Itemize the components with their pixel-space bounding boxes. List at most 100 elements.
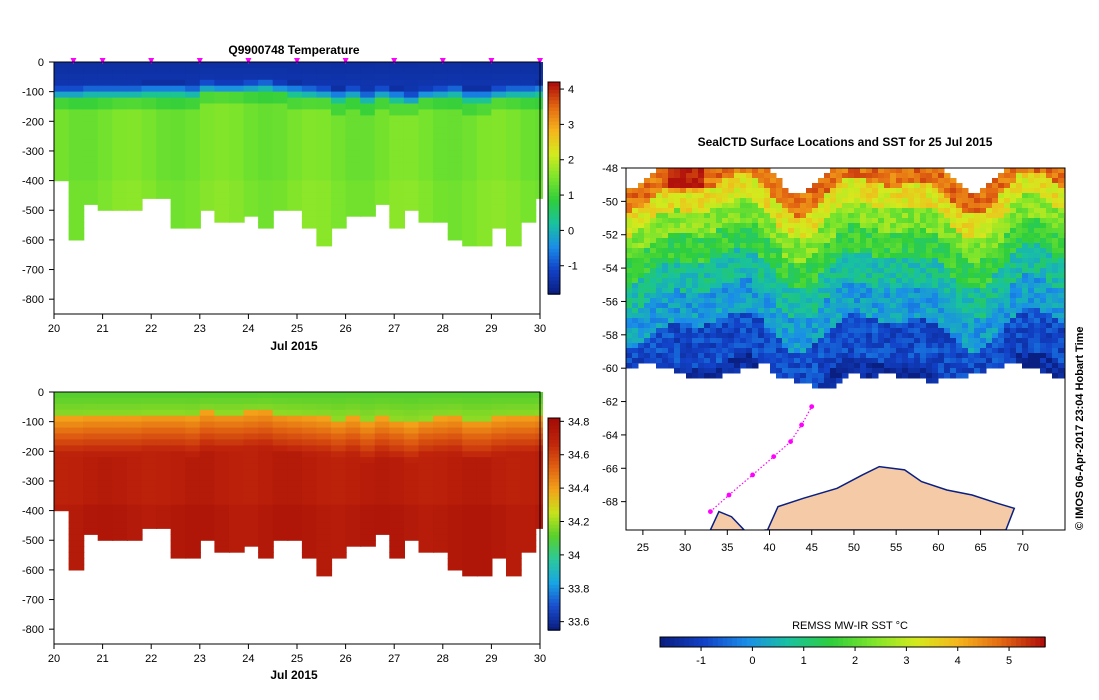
sst-cell bbox=[842, 263, 849, 269]
y-tick-label: 0 bbox=[38, 387, 44, 399]
sst-cell bbox=[782, 273, 789, 279]
colorbar-swatch bbox=[548, 244, 560, 249]
section-cell bbox=[229, 139, 245, 146]
section-cell bbox=[535, 127, 543, 134]
section-cell bbox=[433, 162, 449, 170]
section-cell bbox=[301, 504, 318, 512]
sst-cell bbox=[716, 203, 723, 209]
sst-cell bbox=[938, 208, 945, 214]
sst-cell bbox=[866, 358, 873, 364]
sst-cell bbox=[980, 263, 987, 269]
sst-cell bbox=[1052, 283, 1059, 289]
sst-cell bbox=[626, 363, 633, 369]
sst-cell bbox=[950, 188, 957, 194]
sst-cell bbox=[896, 233, 903, 239]
sst-cell bbox=[800, 343, 807, 349]
sst-cell bbox=[986, 273, 993, 279]
sst-cell bbox=[716, 198, 723, 204]
section-cell bbox=[403, 397, 420, 405]
sst-cell bbox=[818, 178, 825, 184]
sst-cell bbox=[824, 198, 831, 204]
section-cell bbox=[258, 174, 274, 182]
sst-cell bbox=[722, 283, 729, 289]
section-cell bbox=[316, 469, 333, 476]
sst-cell bbox=[1004, 198, 1011, 204]
sst-cell bbox=[1016, 238, 1023, 244]
sst-cell bbox=[884, 283, 891, 289]
sst-cell bbox=[692, 188, 699, 194]
sst-cell bbox=[782, 328, 789, 334]
sst-cell bbox=[980, 363, 987, 369]
sst-cell bbox=[758, 213, 765, 219]
sst-cell bbox=[1034, 338, 1041, 344]
sst-cell bbox=[824, 228, 831, 234]
colorbar-swatch bbox=[548, 82, 560, 87]
section-cell bbox=[258, 552, 274, 559]
sst-cell bbox=[1004, 343, 1011, 349]
sst-cell bbox=[782, 298, 789, 304]
section-cell bbox=[360, 403, 376, 411]
sst-cell bbox=[884, 318, 891, 324]
section-cell bbox=[301, 427, 318, 435]
sst-cell bbox=[854, 183, 861, 189]
sst-cell bbox=[1034, 178, 1041, 184]
surfacing-marker bbox=[148, 58, 155, 64]
sst-cell bbox=[854, 238, 861, 244]
sst-cell bbox=[890, 278, 897, 284]
sst-cell bbox=[680, 313, 687, 319]
sst-cell bbox=[656, 188, 663, 194]
sst-cell bbox=[758, 353, 765, 359]
sst-cell bbox=[896, 368, 903, 374]
sst-cell bbox=[974, 363, 981, 369]
section-cell bbox=[112, 145, 128, 152]
sst-cell bbox=[776, 318, 783, 324]
sst-cell bbox=[704, 308, 711, 314]
sst-cell bbox=[644, 323, 651, 329]
section-cell bbox=[433, 469, 449, 476]
sst-cell bbox=[1040, 178, 1047, 184]
sst-cell bbox=[1028, 228, 1035, 234]
sst-cell bbox=[716, 233, 723, 239]
sst-cell bbox=[698, 273, 705, 279]
sst-cell bbox=[698, 338, 705, 344]
sst-cell bbox=[722, 288, 729, 294]
sst-cell bbox=[1052, 363, 1059, 369]
sst-cell bbox=[1058, 313, 1065, 319]
colorbar-swatch bbox=[548, 177, 560, 182]
sst-cell bbox=[782, 268, 789, 274]
sst-cell bbox=[914, 358, 921, 364]
section-cell bbox=[199, 162, 216, 170]
sst-cell bbox=[800, 228, 807, 234]
sst-cell bbox=[656, 313, 663, 319]
section-cell bbox=[331, 162, 347, 170]
sst-cell bbox=[1046, 173, 1053, 179]
section-cell bbox=[54, 463, 70, 470]
section-cell bbox=[214, 486, 231, 494]
salinity-x-axis: 20 21 22 23 24 25 26 27 28 29 30 bbox=[48, 644, 546, 665]
sst-cell bbox=[818, 348, 825, 354]
sst-cell bbox=[728, 308, 735, 314]
section-cell bbox=[462, 403, 478, 411]
sst-cell bbox=[1052, 213, 1059, 219]
sst-cell bbox=[950, 183, 957, 189]
sst-cell bbox=[944, 243, 951, 249]
section-cell bbox=[287, 180, 303, 188]
section-cell bbox=[170, 409, 187, 417]
sst-cell bbox=[896, 298, 903, 304]
section-cell bbox=[301, 162, 318, 170]
colorbar-swatch bbox=[548, 612, 560, 617]
section-cell bbox=[185, 546, 201, 553]
section-cell bbox=[258, 204, 274, 211]
section-cell bbox=[185, 115, 201, 122]
sst-cell bbox=[890, 268, 897, 274]
colorbar-swatch bbox=[548, 527, 560, 532]
section-cell bbox=[185, 475, 201, 482]
sst-cell bbox=[968, 263, 975, 269]
section-cell bbox=[185, 162, 201, 170]
sst-cell bbox=[974, 213, 981, 219]
sst-cell bbox=[830, 238, 837, 244]
sst-cell bbox=[692, 248, 699, 254]
sst-cell bbox=[878, 188, 885, 194]
sst-cell bbox=[716, 313, 723, 319]
sst-cell bbox=[644, 313, 651, 319]
